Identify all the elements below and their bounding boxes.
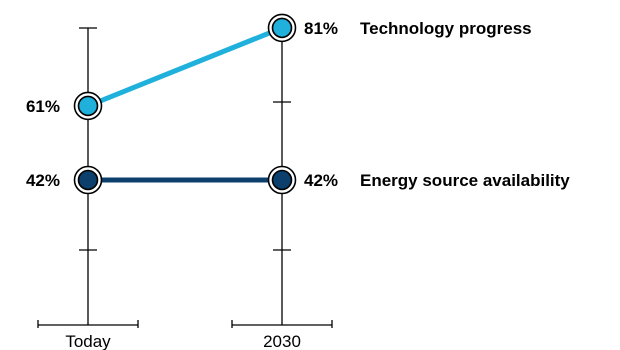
x-tick-label-today: Today xyxy=(65,332,111,350)
data-label-0-1: 81% xyxy=(304,19,338,38)
series-line-0 xyxy=(87,25,283,109)
point-0-1 xyxy=(271,17,293,39)
point-1-0 xyxy=(77,169,99,191)
data-label-1-1: 42% xyxy=(304,171,338,190)
series-name-0: Technology progress xyxy=(360,19,532,38)
data-label-0-0: 61% xyxy=(26,97,60,116)
data-label-1-0: 42% xyxy=(26,171,60,190)
point-0-0 xyxy=(77,95,99,117)
series-name-1: Energy source availability xyxy=(360,171,570,190)
point-1-1 xyxy=(271,169,293,191)
x-tick-label-2030: 2030 xyxy=(263,332,301,350)
